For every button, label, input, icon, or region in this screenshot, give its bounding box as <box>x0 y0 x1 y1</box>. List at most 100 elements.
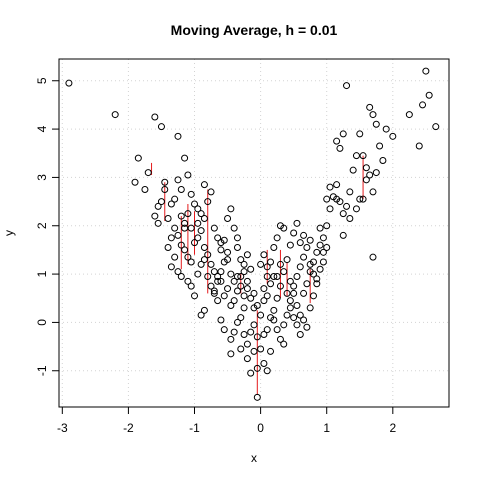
data-point <box>257 345 265 353</box>
data-point <box>286 297 294 305</box>
data-point <box>306 236 314 244</box>
data-point <box>323 244 331 251</box>
data-point <box>204 273 212 280</box>
data-point <box>210 224 218 232</box>
data-point <box>389 132 397 140</box>
data-point <box>224 215 232 222</box>
data-point <box>181 246 189 254</box>
data-point <box>263 273 271 280</box>
data-point <box>286 304 294 312</box>
data-point <box>309 292 317 300</box>
data-point <box>283 311 291 319</box>
data-point <box>296 311 304 319</box>
data-point <box>352 205 360 213</box>
data-point <box>260 285 268 293</box>
x-tick-label: -2 <box>123 421 134 435</box>
data-point <box>300 316 308 324</box>
data-point <box>290 289 298 297</box>
data-point <box>306 268 314 276</box>
data-point <box>237 282 245 290</box>
data-point <box>432 123 440 131</box>
data-point <box>379 157 387 164</box>
data-point <box>194 234 202 242</box>
data-point <box>290 282 298 290</box>
data-point <box>333 137 341 145</box>
data-point <box>207 188 215 196</box>
data-point <box>210 268 218 276</box>
data-point <box>270 244 278 251</box>
x-tick-label: -1 <box>189 421 200 435</box>
data-point <box>167 263 175 271</box>
data-point <box>187 224 195 232</box>
data-point <box>280 340 288 348</box>
data-point <box>224 256 232 264</box>
data-point <box>260 251 268 259</box>
data-point <box>237 314 245 322</box>
data-point <box>276 335 284 343</box>
data-point <box>260 360 268 367</box>
data-point <box>177 273 185 280</box>
data-point <box>267 347 275 355</box>
data-points <box>65 67 440 401</box>
data-point <box>217 277 225 285</box>
data-point <box>191 239 199 247</box>
data-point <box>217 246 225 254</box>
chart-title: Moving Average, h = 0.01 <box>171 22 338 38</box>
data-point <box>181 154 189 162</box>
data-point <box>214 273 222 280</box>
data-point <box>319 248 327 256</box>
data-point <box>154 219 162 227</box>
data-point <box>131 178 139 186</box>
data-point <box>233 287 241 295</box>
data-point <box>141 186 149 193</box>
data-point <box>339 130 347 138</box>
data-point <box>290 314 298 322</box>
y-tick-label: 1 <box>35 270 49 277</box>
data-point <box>263 292 271 300</box>
data-point <box>343 82 351 90</box>
data-point <box>270 316 278 324</box>
data-point <box>214 277 222 285</box>
data-point <box>181 219 189 227</box>
data-point <box>207 282 215 290</box>
data-point <box>187 258 195 266</box>
y-tick-label: -1 <box>35 365 49 376</box>
data-point <box>359 152 367 160</box>
data-point <box>250 321 258 329</box>
data-point <box>260 297 268 305</box>
data-point <box>313 275 321 283</box>
data-point <box>326 205 334 213</box>
data-point <box>296 263 304 271</box>
data-point <box>157 123 165 131</box>
data-point <box>250 289 258 297</box>
data-point <box>257 260 265 268</box>
data-point <box>161 178 169 186</box>
data-point <box>316 265 324 273</box>
data-point <box>276 222 284 230</box>
data-point <box>161 186 169 193</box>
data-point <box>177 186 185 193</box>
data-point <box>356 195 364 203</box>
data-point <box>250 347 258 355</box>
data-point <box>250 304 258 312</box>
data-point <box>240 304 248 312</box>
data-point <box>349 166 357 174</box>
data-point <box>263 367 271 375</box>
y-tick-label: 0 <box>35 319 49 326</box>
data-point <box>247 265 255 273</box>
data-point <box>326 183 334 191</box>
data-point <box>197 210 205 218</box>
data-point <box>197 227 205 235</box>
data-point <box>419 101 427 109</box>
data-point <box>267 280 275 288</box>
data-point <box>167 234 175 242</box>
data-point <box>167 200 175 208</box>
data-point <box>240 268 248 276</box>
data-point <box>227 302 235 309</box>
data-point <box>293 302 301 309</box>
data-point <box>257 311 265 319</box>
data-point <box>230 277 238 285</box>
y-axis: -1 0 1 2 3 4 5 <box>35 77 60 376</box>
data-point <box>210 289 218 297</box>
